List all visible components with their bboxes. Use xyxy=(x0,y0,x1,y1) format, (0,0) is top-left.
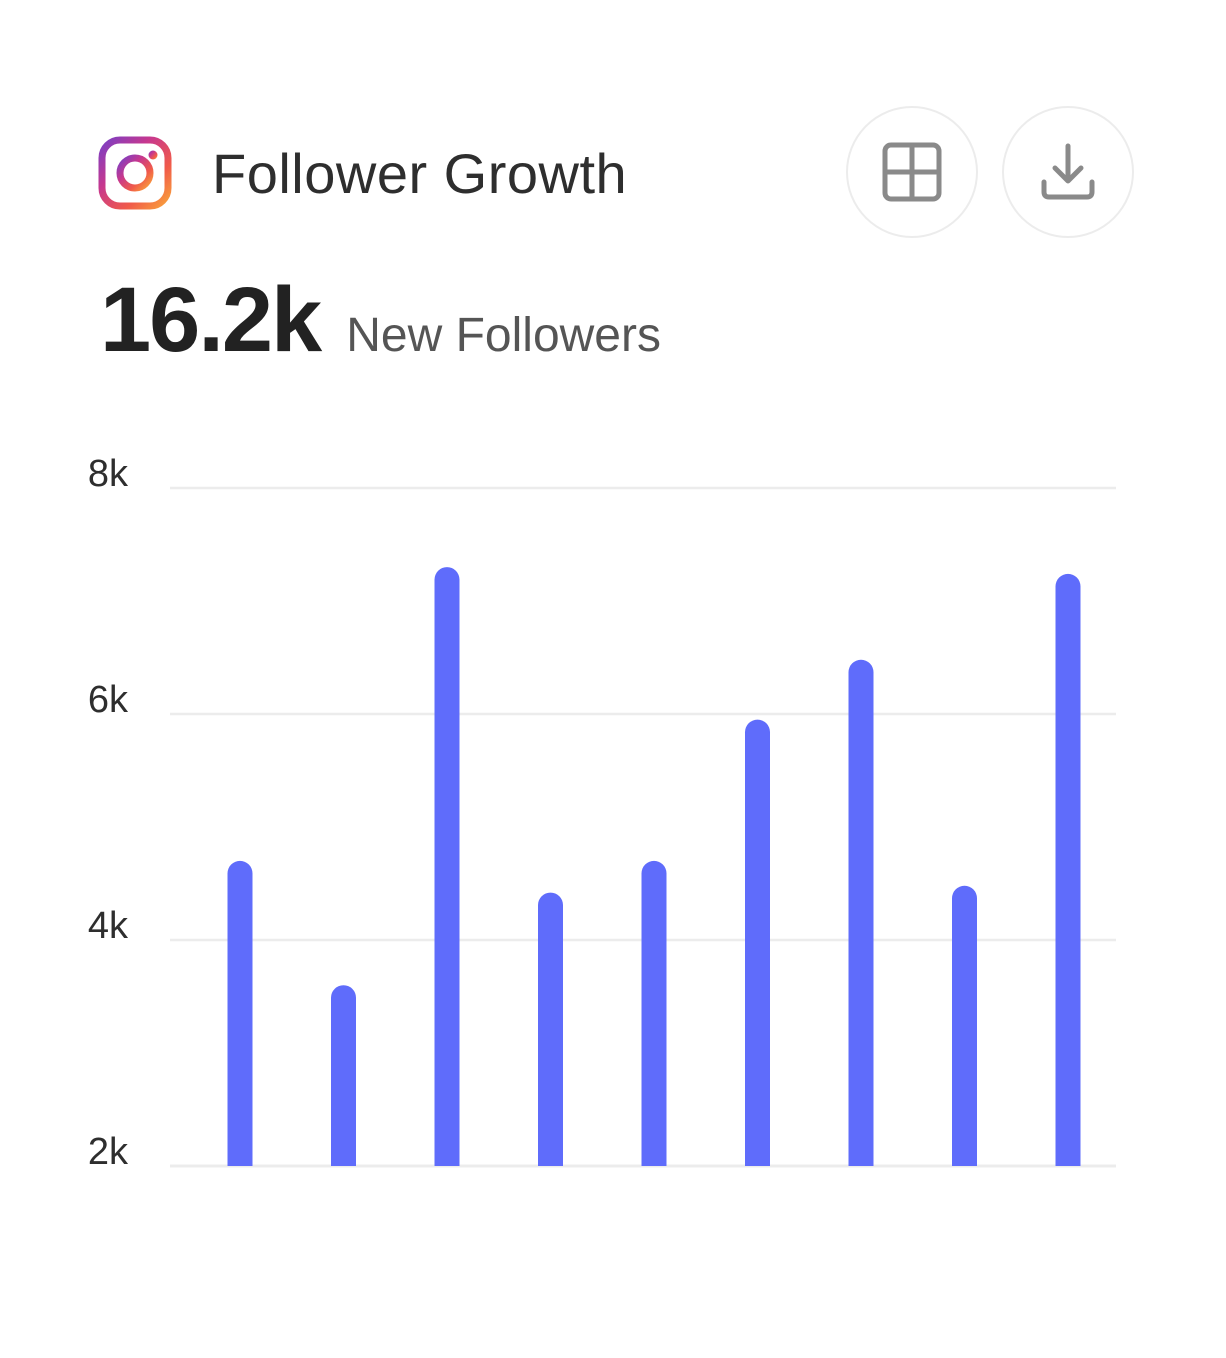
y-tick-label: 8k xyxy=(88,453,129,495)
y-tick-label: 2k xyxy=(88,1131,129,1173)
bar-7[interactable] xyxy=(848,659,874,1166)
bar-4[interactable] xyxy=(538,892,563,1166)
download-icon xyxy=(1041,143,1095,200)
y-tick-label: 6k xyxy=(88,679,129,721)
y-tick-label: 4k xyxy=(88,905,129,947)
bar-9[interactable] xyxy=(1055,573,1081,1166)
bar-3[interactable] xyxy=(434,567,460,1166)
download-button[interactable] xyxy=(1002,106,1134,238)
summary-label: New Followers xyxy=(346,309,661,362)
grid-view-button[interactable] xyxy=(846,106,978,238)
card-title: Follower Growth xyxy=(212,141,628,205)
instagram-icon xyxy=(98,136,172,210)
card-actions xyxy=(846,106,1134,238)
bar-5[interactable] xyxy=(641,860,667,1166)
bar-8[interactable] xyxy=(952,885,977,1166)
grid-icon xyxy=(882,142,942,202)
bar-1[interactable] xyxy=(227,860,253,1166)
summary-value: 16.2k xyxy=(100,269,322,371)
summary: 16.2k New Followers xyxy=(100,268,661,373)
bar-2[interactable] xyxy=(331,985,356,1166)
bar-6[interactable] xyxy=(745,719,770,1166)
card-header: Follower Growth xyxy=(98,134,627,212)
